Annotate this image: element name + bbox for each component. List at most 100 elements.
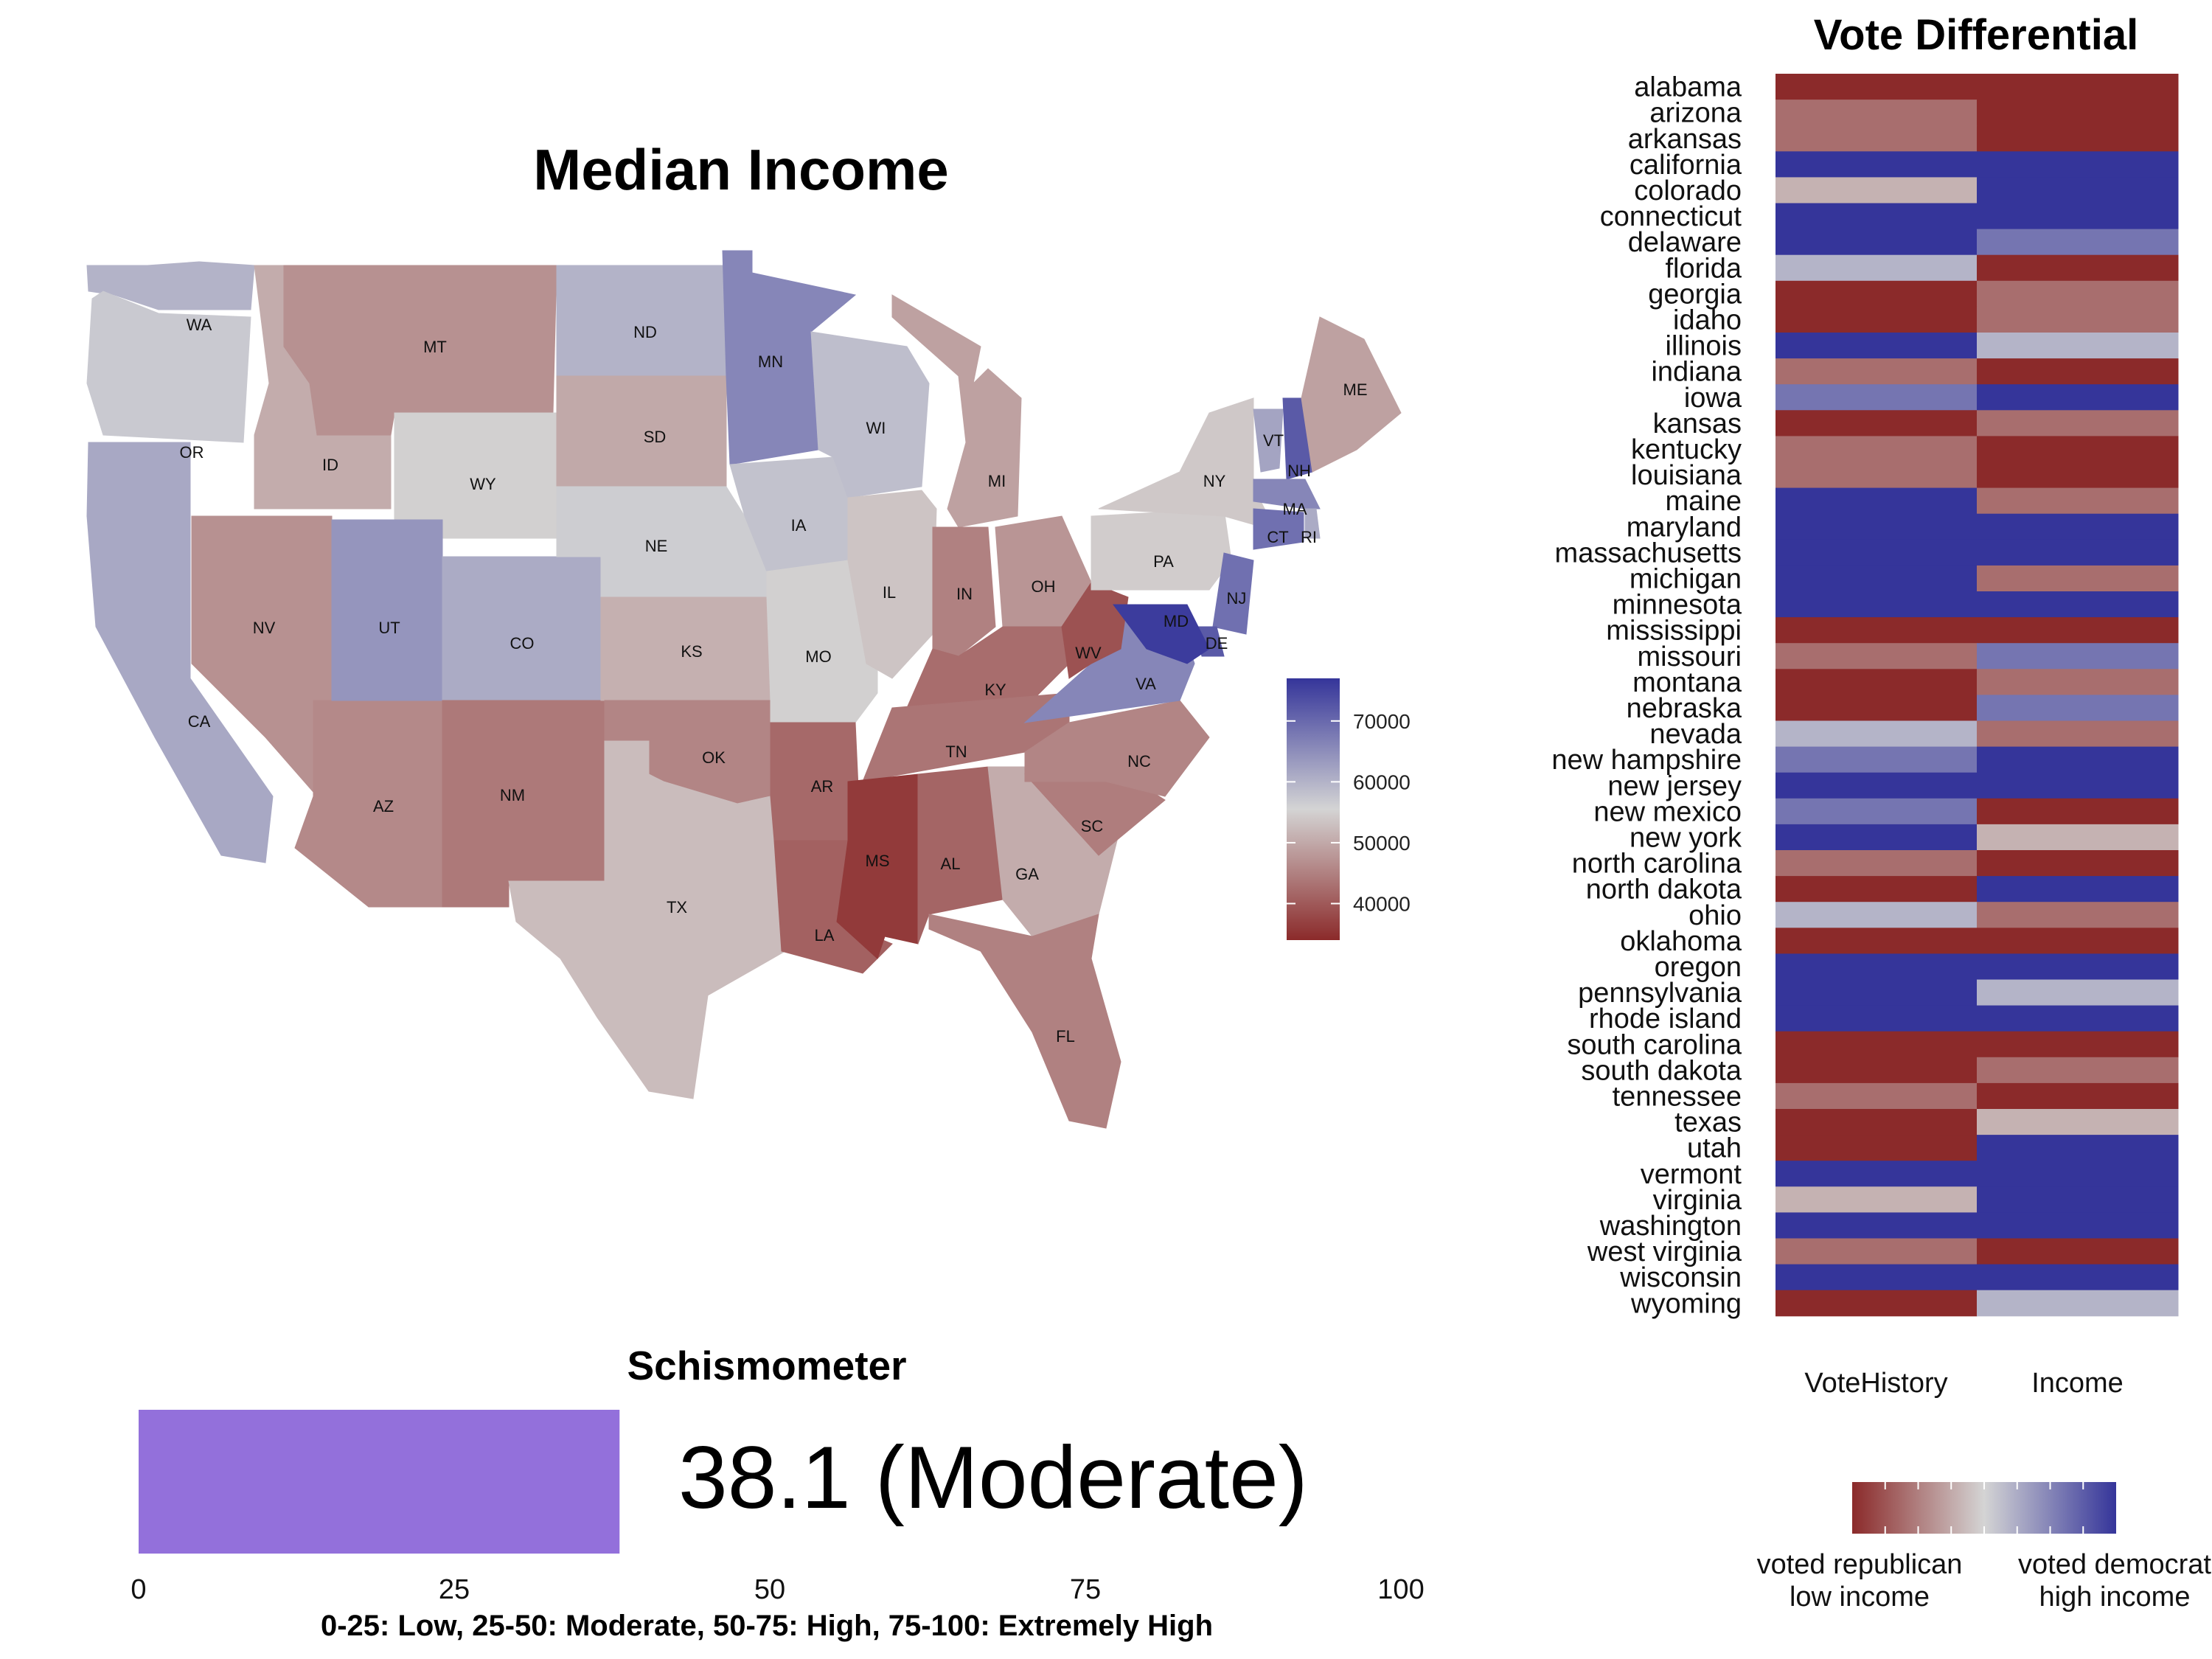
heatmap-cell xyxy=(1977,539,2179,566)
state-label-pa: PA xyxy=(1153,552,1174,571)
heatmap-cell xyxy=(1977,824,2179,851)
heatmap-cell xyxy=(1775,772,1978,799)
heatmap-cell xyxy=(1775,1186,1978,1213)
state-label-ct: CT xyxy=(1267,528,1288,546)
heatmap-row-label: wisconsin xyxy=(1619,1262,1742,1293)
heatmap-cell xyxy=(1977,1290,2179,1317)
heatmap-cell xyxy=(1775,539,1978,566)
heatmap-row-label: vermont xyxy=(1641,1159,1742,1190)
heatmap-cell xyxy=(1977,462,2179,489)
state-mt xyxy=(283,265,557,436)
heatmap-cell xyxy=(1977,1238,2179,1265)
map-legend-label: 40000 xyxy=(1353,892,1411,915)
heatmap-cell xyxy=(1775,720,1978,748)
heatmap-row-label: new york xyxy=(1630,822,1742,853)
heatmap-cell xyxy=(1977,850,2179,877)
heatmap-cell xyxy=(1775,902,1978,928)
state-label-va: VA xyxy=(1135,675,1156,693)
heatmap-legend-left-label: low income xyxy=(1790,1582,1930,1613)
state-label-mo: MO xyxy=(805,647,831,666)
heatmap-row-label: north dakota xyxy=(1586,874,1742,905)
heatmap-row-label: iowa xyxy=(1684,383,1742,414)
heatmap-cell xyxy=(1977,1161,2179,1187)
state-ri xyxy=(1304,508,1321,539)
heatmap-row-label: maine xyxy=(1666,486,1742,517)
heatmap-cell xyxy=(1977,720,2179,748)
state-label-ne: NE xyxy=(645,537,668,555)
schismometer-tick-label: 100 xyxy=(1377,1574,1424,1605)
heatmap-cell xyxy=(1977,876,2179,902)
heatmap-cell xyxy=(1977,151,2179,178)
state-label-nc: NC xyxy=(1127,752,1151,771)
heatmap-cell xyxy=(1977,177,2179,204)
heatmap-row-label: wyoming xyxy=(1630,1288,1742,1319)
heatmap-row-label: washington xyxy=(1599,1211,1742,1242)
state-label-al: AL xyxy=(941,855,961,873)
schismometer-title: Schismometer xyxy=(627,1343,907,1388)
state-label-nj: NJ xyxy=(1227,589,1247,608)
state-sd xyxy=(556,375,727,487)
heatmap-cell xyxy=(1775,384,1978,411)
heatmap-row-label: nevada xyxy=(1649,719,1742,750)
state-label-or: OR xyxy=(180,443,204,462)
state-label-md: MD xyxy=(1164,612,1189,630)
schismometer-tick-label: 50 xyxy=(754,1574,785,1605)
heatmap-row-label: colorado xyxy=(1634,175,1742,206)
heatmap-row-label: tennessee xyxy=(1613,1081,1742,1112)
state-label-tx: TX xyxy=(667,898,687,917)
state-label-in: IN xyxy=(956,585,973,603)
heatmap-cell xyxy=(1977,1212,2179,1239)
heatmap-cell xyxy=(1977,695,2179,721)
heatmap-row-label: pennsylvania xyxy=(1578,978,1742,1009)
heatmap-cell xyxy=(1977,280,2179,307)
state-label-ar: AR xyxy=(811,777,834,796)
heatmap-row-label: michigan xyxy=(1630,563,1742,594)
heatmap-cell xyxy=(1775,876,1978,902)
heatmap-cell xyxy=(1775,280,1978,307)
heatmap-row-label: new hampshire xyxy=(1551,745,1742,776)
state-label-ri: RI xyxy=(1301,528,1317,546)
heatmap-row-label: north carolina xyxy=(1572,849,1742,880)
heatmap-cell xyxy=(1775,229,1978,256)
heatmap-row-label: illinois xyxy=(1666,331,1742,362)
state-label-mt: MT xyxy=(423,338,447,356)
heatmap-cell xyxy=(1775,1264,1978,1291)
heatmap-row-label: mississippi xyxy=(1606,616,1742,647)
heatmap-cell xyxy=(1977,384,2179,411)
heatmap-column-label: Income xyxy=(2031,1368,2124,1399)
state-label-vt: VT xyxy=(1263,431,1284,450)
state-ny xyxy=(1098,397,1276,532)
vote-heatmap: alabamaarizonaarkansascaliforniacolorado… xyxy=(1551,72,2179,1399)
heatmap-column-label: VoteHistory xyxy=(1804,1368,1947,1399)
heatmap-row-label: arizona xyxy=(1649,98,1742,129)
heatmap-row-label: louisiana xyxy=(1631,460,1742,491)
heatmap-row-label: idaho xyxy=(1673,305,1742,335)
heatmap-cell xyxy=(1977,1057,2179,1084)
heatmap-row-label: massachusetts xyxy=(1555,538,1742,568)
heatmap-row-label: minnesota xyxy=(1613,590,1742,621)
state-wi xyxy=(810,331,930,498)
heatmap-row-label: maryland xyxy=(1627,512,1742,543)
state-label-nd: ND xyxy=(633,323,657,341)
state-label-ok: OK xyxy=(702,748,726,767)
heatmap-cell xyxy=(1775,1212,1978,1239)
state-mi xyxy=(891,294,1022,528)
schismometer-tick-label: 0 xyxy=(131,1574,146,1605)
heatmap-row-label: south dakota xyxy=(1581,1055,1742,1086)
heatmap-cell xyxy=(1775,177,1978,204)
state-me xyxy=(1301,316,1402,473)
heatmap-cell xyxy=(1775,591,1978,618)
heatmap-cell xyxy=(1977,772,2179,799)
heatmap-cell xyxy=(1977,487,2179,515)
state-nd xyxy=(556,265,727,377)
state-wa xyxy=(86,261,255,310)
heatmap-cell xyxy=(1977,1005,2179,1032)
state-label-nm: NM xyxy=(500,786,525,804)
schismometer-gauge: 0 25 50 75 100 xyxy=(131,1410,1425,1605)
heatmap-cell xyxy=(1977,928,2179,954)
heatmap-cell xyxy=(1775,643,1978,669)
state-pa xyxy=(1091,508,1232,591)
heatmap-cell xyxy=(1977,643,2179,669)
